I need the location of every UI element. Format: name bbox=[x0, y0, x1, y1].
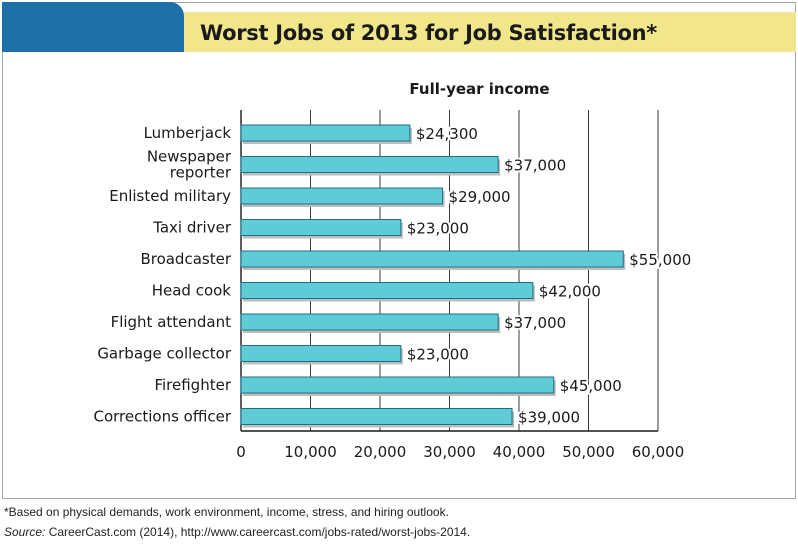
bar-value-label: $42,000 bbox=[539, 283, 601, 301]
bar-value-label: $45,000 bbox=[560, 377, 622, 395]
bar bbox=[240, 124, 411, 142]
bar bbox=[240, 187, 444, 205]
bar bbox=[240, 156, 499, 173]
chart-title: Full-year income bbox=[409, 80, 549, 98]
bar-value-label: $37,000 bbox=[504, 314, 566, 332]
source-note: Source: CareerCast.com (2014), http://ww… bbox=[4, 525, 470, 539]
header-title-band bbox=[184, 12, 796, 52]
bar bbox=[240, 282, 534, 299]
category-label: Firefighter bbox=[154, 376, 231, 394]
x-tick-label: 50,000 bbox=[562, 443, 615, 461]
category-label: Lumberjack bbox=[144, 124, 232, 142]
footnote: *Based on physical demands, work environ… bbox=[4, 505, 449, 519]
source-text: CareerCast.com (2014), http://www.career… bbox=[45, 525, 471, 539]
bar bbox=[240, 313, 499, 331]
header-accent-band bbox=[2, 2, 184, 52]
category-label-line1: Newspaper bbox=[147, 148, 232, 166]
x-tick-label: 60,000 bbox=[632, 443, 685, 461]
bar bbox=[240, 250, 624, 268]
bar-value-label: $23,000 bbox=[407, 346, 469, 364]
bar-value-label: $29,000 bbox=[449, 188, 511, 206]
category-label: Broadcaster bbox=[140, 250, 231, 268]
bar-value-label-halo: $39,000 bbox=[518, 409, 580, 427]
category-label: Enlisted military bbox=[109, 187, 231, 205]
bar-value-label-halo: $42,000 bbox=[539, 283, 601, 301]
bar-value-label: $24,300 bbox=[416, 125, 478, 143]
bar-value-label: $23,000 bbox=[407, 220, 469, 238]
bar-value-label-halo: $23,000 bbox=[407, 220, 469, 238]
bar bbox=[240, 376, 555, 394]
bar-value-label-halo: $37,000 bbox=[504, 314, 566, 332]
category-label: Head cook bbox=[152, 282, 232, 300]
x-tick-label: 40,000 bbox=[493, 443, 546, 461]
x-tick-label: 30,000 bbox=[423, 443, 476, 461]
bar-value-label-halo: $29,000 bbox=[449, 188, 511, 206]
bar bbox=[240, 345, 402, 362]
bar-value-label: $39,000 bbox=[518, 409, 580, 427]
bar bbox=[240, 219, 402, 236]
bar-value-label-halo: $37,000 bbox=[504, 157, 566, 175]
x-tick-label: 20,000 bbox=[354, 443, 407, 461]
source-label: Source: bbox=[4, 525, 46, 539]
bar-value-label-halo: $24,300 bbox=[416, 125, 478, 143]
page-title: Worst Jobs of 2013 for Job Satisfaction* bbox=[200, 21, 657, 45]
bar-value-label-halo: $23,000 bbox=[407, 346, 469, 364]
category-label: Flight attendant bbox=[111, 313, 232, 331]
x-tick-label: 10,000 bbox=[284, 443, 337, 461]
bar-value-label-halo: $45,000 bbox=[560, 377, 622, 395]
x-tick-label: 0 bbox=[236, 443, 246, 461]
bar-value-label-halo: $55,000 bbox=[629, 251, 691, 269]
bar bbox=[240, 408, 513, 425]
bar-value-label: $55,000 bbox=[629, 251, 691, 269]
category-label-line2: reporter bbox=[170, 164, 232, 182]
category-label: Taxi driver bbox=[152, 219, 232, 237]
category-label: Corrections officer bbox=[93, 408, 231, 426]
bar-value-label: $37,000 bbox=[504, 157, 566, 175]
category-label: Garbage collector bbox=[97, 345, 232, 363]
